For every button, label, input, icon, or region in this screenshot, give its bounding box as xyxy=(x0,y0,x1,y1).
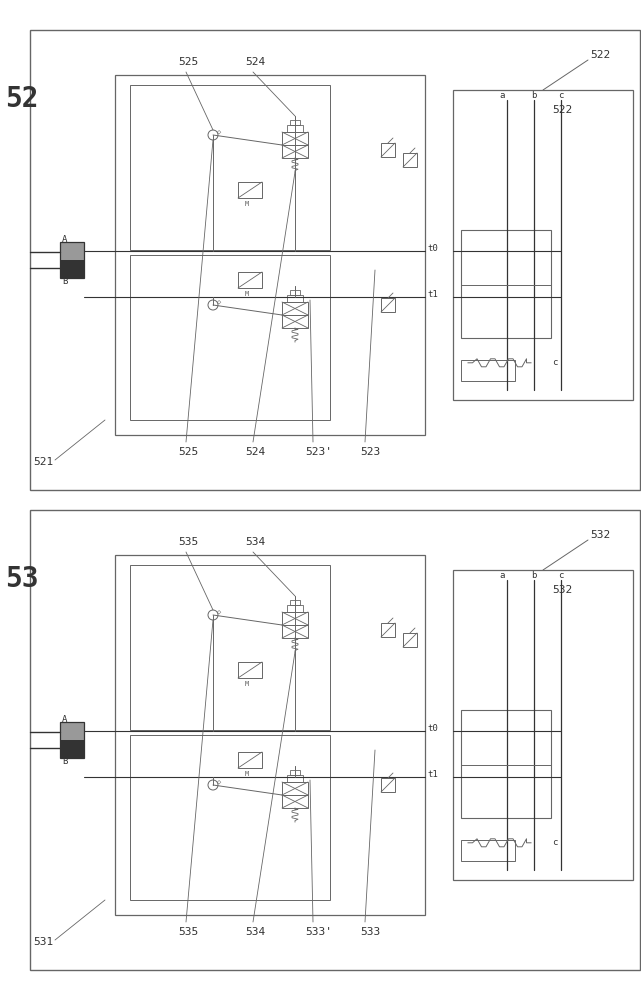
Text: 533': 533' xyxy=(305,927,332,937)
Text: 525: 525 xyxy=(178,447,198,457)
Bar xyxy=(287,605,303,612)
Bar xyxy=(461,710,551,818)
Bar xyxy=(403,153,417,167)
Bar xyxy=(290,290,300,295)
Text: t1: t1 xyxy=(427,290,438,299)
Bar xyxy=(60,740,84,758)
Bar xyxy=(287,775,303,782)
Bar xyxy=(287,295,303,302)
Bar xyxy=(282,612,308,625)
Bar xyxy=(381,143,395,157)
Bar xyxy=(287,125,303,132)
Bar xyxy=(282,782,308,795)
Bar xyxy=(115,555,425,915)
Bar xyxy=(461,360,515,381)
Bar xyxy=(130,85,330,250)
Text: A: A xyxy=(62,716,67,724)
Text: 534: 534 xyxy=(245,927,265,937)
Text: M: M xyxy=(245,291,249,297)
Text: 523': 523' xyxy=(305,447,332,457)
Bar xyxy=(238,272,262,288)
Text: c: c xyxy=(558,570,563,580)
Bar xyxy=(381,298,395,312)
Bar xyxy=(238,662,262,678)
Text: a: a xyxy=(499,91,504,100)
Text: ◇: ◇ xyxy=(217,610,221,616)
Text: 531: 531 xyxy=(33,937,53,947)
Text: c: c xyxy=(552,358,558,367)
Text: 525: 525 xyxy=(178,57,198,67)
Text: 522: 522 xyxy=(590,50,610,60)
Text: ◇: ◇ xyxy=(217,130,221,136)
Text: 533: 533 xyxy=(360,927,380,937)
Text: M: M xyxy=(245,201,249,207)
Bar xyxy=(282,302,308,315)
Bar xyxy=(282,625,308,638)
Text: t0: t0 xyxy=(427,724,438,733)
Bar xyxy=(290,600,300,605)
Text: B: B xyxy=(62,758,67,766)
Text: a: a xyxy=(499,570,504,580)
Bar xyxy=(238,752,262,768)
Text: 521: 521 xyxy=(33,457,53,467)
Bar xyxy=(130,565,330,730)
Text: ◇: ◇ xyxy=(217,780,221,786)
Text: ◇: ◇ xyxy=(217,300,221,306)
Bar xyxy=(30,30,640,490)
Text: 522: 522 xyxy=(552,105,572,115)
Text: b: b xyxy=(531,91,537,100)
Bar xyxy=(60,722,84,758)
Bar xyxy=(461,840,515,861)
Text: 534: 534 xyxy=(245,537,265,547)
Bar xyxy=(403,633,417,647)
Text: 523: 523 xyxy=(360,447,380,457)
Text: A: A xyxy=(62,235,67,244)
Text: t0: t0 xyxy=(427,244,438,253)
Text: 532: 532 xyxy=(552,585,572,595)
Bar xyxy=(290,120,300,125)
Bar xyxy=(453,570,633,880)
Bar xyxy=(282,315,308,328)
Text: 532: 532 xyxy=(590,530,610,540)
Bar xyxy=(238,182,262,198)
Bar xyxy=(130,735,330,900)
Bar xyxy=(290,770,300,775)
Bar xyxy=(60,242,84,278)
Bar xyxy=(381,623,395,637)
Bar xyxy=(30,510,640,970)
Bar xyxy=(130,255,330,420)
Bar xyxy=(282,132,308,145)
Text: c: c xyxy=(552,838,558,847)
Bar xyxy=(461,230,551,338)
Text: 524: 524 xyxy=(245,447,265,457)
Text: 53: 53 xyxy=(5,565,38,593)
Bar xyxy=(115,75,425,435)
Text: B: B xyxy=(62,277,67,286)
Bar xyxy=(381,778,395,792)
Bar xyxy=(282,145,308,158)
Text: b: b xyxy=(531,570,537,580)
Text: 524: 524 xyxy=(245,57,265,67)
Text: 535: 535 xyxy=(178,927,198,937)
Text: M: M xyxy=(245,681,249,687)
Text: c: c xyxy=(558,91,563,100)
Text: M: M xyxy=(245,771,249,777)
Text: t1: t1 xyxy=(427,770,438,779)
Text: 52: 52 xyxy=(5,85,38,113)
Bar xyxy=(453,90,633,400)
Text: 535: 535 xyxy=(178,537,198,547)
Bar xyxy=(282,795,308,808)
Bar xyxy=(60,260,84,278)
